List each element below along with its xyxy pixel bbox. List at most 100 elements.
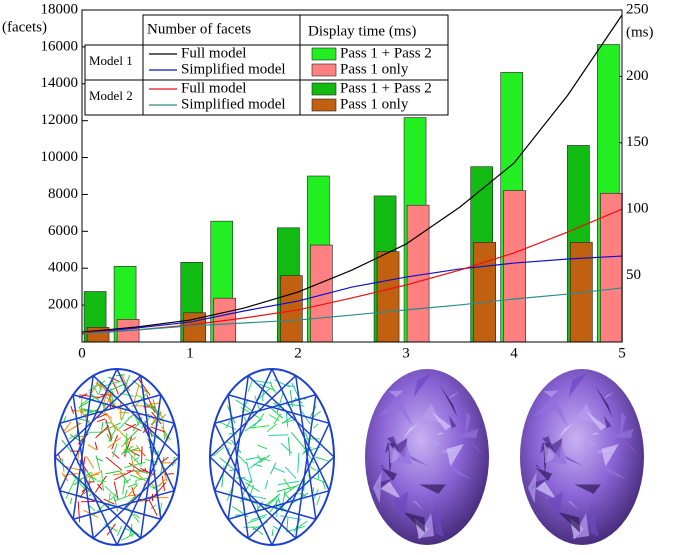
- wire-edge: [61, 472, 69, 482]
- gem-facet: [618, 434, 640, 457]
- wire-edge: [290, 432, 306, 450]
- gem-facet: [532, 399, 556, 417]
- legend-group: Model 1: [89, 53, 133, 68]
- wire-edge: [63, 421, 72, 433]
- legend-swatch: [311, 47, 337, 61]
- wire-edge: [112, 472, 125, 476]
- wire-edge: [312, 487, 315, 494]
- y2-axis-label: (ms): [626, 24, 654, 40]
- wire-edge: [268, 414, 280, 422]
- gem-facet: [430, 411, 452, 431]
- wire-edge: [317, 469, 320, 480]
- line: [81, 208, 623, 334]
- wire-edge: [225, 419, 232, 429]
- wire-edge: [226, 441, 233, 445]
- wire-edge: [110, 491, 119, 501]
- wire-edge: [153, 484, 161, 489]
- wire-edge: [247, 380, 253, 392]
- gem-facet: [619, 411, 626, 440]
- line: [81, 287, 623, 335]
- gem-facet: [557, 511, 581, 533]
- y-tick-label: 10000: [41, 149, 79, 165]
- legend-label: Full model: [181, 80, 246, 96]
- bar: [280, 275, 303, 343]
- wire-edge: [249, 425, 270, 429]
- wire-edge: [93, 384, 99, 395]
- wire-edge: [313, 423, 319, 429]
- legend-swatch: [311, 98, 337, 112]
- legend-box: [142, 14, 449, 46]
- wire-edge: [301, 410, 311, 425]
- gem-facet: [380, 467, 397, 481]
- wire-edge: [77, 418, 91, 422]
- gem-facet: [609, 428, 634, 438]
- wire-edge: [135, 472, 146, 482]
- wire-edge: [114, 469, 134, 481]
- wire-edge: [289, 390, 294, 408]
- wire-edge: [148, 499, 158, 516]
- wire-edge: [99, 383, 112, 398]
- wire-edge: [95, 409, 113, 419]
- gem-facet: [553, 399, 568, 427]
- wire-edge: [130, 450, 140, 457]
- wire-edge: [294, 375, 317, 520]
- legend-label: Pass 1 + Pass 2: [340, 45, 432, 61]
- y-tick-label: 6000: [48, 223, 78, 239]
- wire-edge: [92, 503, 105, 517]
- wire-edge: [65, 479, 76, 499]
- wire-edge: [140, 446, 143, 465]
- wire-edge: [283, 492, 293, 502]
- wire-edge: [276, 485, 297, 493]
- wire-edge: [124, 489, 128, 498]
- legend-label: Pass 1 only: [340, 96, 409, 112]
- wire-edge: [78, 397, 96, 409]
- wire-edge: [157, 413, 167, 423]
- line: [81, 14, 623, 333]
- wire-edge: [105, 456, 123, 471]
- wire-edge: [135, 480, 137, 488]
- wire-edge: [119, 471, 129, 484]
- wire-edge: [245, 482, 260, 492]
- wire-edge: [237, 455, 248, 465]
- gem-facet: [402, 422, 420, 440]
- wire-edge: [85, 455, 95, 469]
- wire-edge: [252, 495, 267, 500]
- plot-frame: [81, 9, 623, 343]
- legend-group: Model 2: [89, 88, 133, 103]
- wire-edge: [131, 486, 137, 500]
- legend-header: Number of facets: [147, 21, 251, 37]
- gem-facet: [454, 428, 479, 438]
- wire-edge: [116, 423, 175, 546]
- y-tick-label: 12000: [41, 112, 79, 128]
- gem-facet: [584, 439, 596, 448]
- wire-edge: [133, 456, 140, 462]
- bar: [600, 192, 623, 343]
- wire-edge: [273, 467, 285, 473]
- wire-edge: [123, 423, 137, 432]
- gem-facet: [446, 443, 464, 467]
- gem-facet: [446, 462, 472, 480]
- gem-facet: [419, 484, 446, 494]
- wire-edge: [70, 405, 75, 414]
- bar: [503, 190, 527, 343]
- wire-edge: [63, 415, 67, 423]
- gem-facet: [601, 443, 619, 467]
- wire-edge: [101, 422, 104, 431]
- y2-tick-label: 250: [626, 1, 649, 17]
- wire-edge: [271, 368, 330, 491]
- wire-edge: [162, 420, 166, 440]
- gem-facet: [575, 403, 596, 424]
- wire-edge: [150, 404, 163, 421]
- wire-edge: [95, 457, 103, 462]
- gem-facet: [380, 481, 402, 500]
- gem-facet: [388, 390, 404, 398]
- wire-edge: [277, 480, 300, 486]
- wire-edge: [244, 418, 263, 432]
- wire-edge: [264, 480, 269, 490]
- wire-edge: [280, 515, 301, 520]
- gem-facet: [572, 513, 590, 539]
- wire-edge: [308, 465, 317, 472]
- x-tick-label: 5: [618, 345, 626, 361]
- wire-edge: [105, 470, 121, 475]
- wire-edge: [107, 437, 121, 448]
